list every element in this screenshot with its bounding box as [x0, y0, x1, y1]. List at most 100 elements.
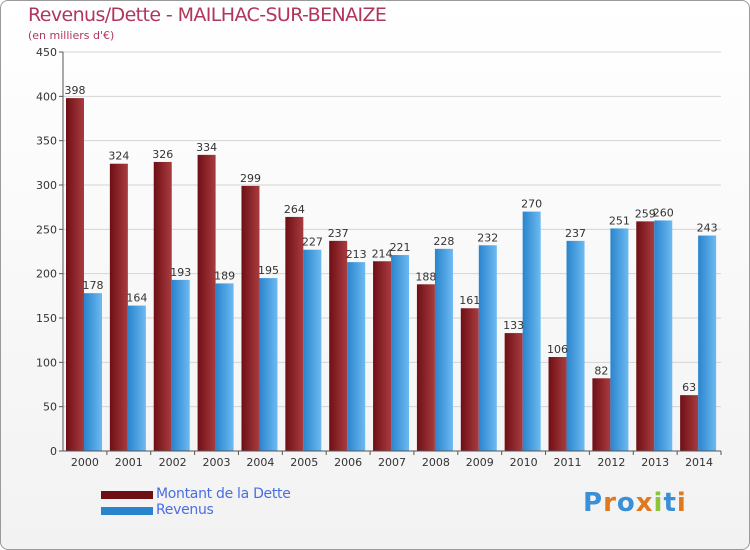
bars	[66, 98, 717, 452]
logo-letter: i	[676, 488, 687, 518]
data-label-revenus: 195	[258, 264, 279, 277]
x-tick-label: 2002	[159, 456, 187, 469]
x-tick-label: 2014	[685, 456, 713, 469]
data-label-dette: 214	[372, 247, 393, 260]
data-label-dette: 63	[682, 381, 696, 394]
y-tick-label: 150	[36, 312, 57, 325]
bar-dette	[636, 221, 655, 451]
y-tick-label: 200	[36, 268, 57, 281]
data-label-revenus: 227	[302, 236, 323, 249]
bar-dette	[197, 154, 216, 451]
x-tick-label: 2004	[246, 456, 274, 469]
data-label-dette: 398	[65, 84, 86, 97]
legend-label-revenus: Revenus	[156, 502, 214, 518]
bar-revenus	[478, 245, 497, 451]
y-tick-label: 100	[36, 356, 57, 369]
data-label-dette: 324	[108, 150, 129, 163]
y-tick-label: 0	[50, 445, 57, 458]
data-label-dette: 161	[459, 294, 480, 307]
bar-revenus	[127, 305, 146, 451]
bar-dette	[504, 333, 523, 451]
data-label-revenus: 243	[697, 222, 718, 235]
bar-revenus	[84, 293, 102, 451]
data-label-revenus: 189	[214, 269, 235, 282]
logo-letter: x	[635, 488, 654, 518]
data-label-dette: 259	[635, 207, 656, 220]
bar-revenus	[698, 235, 717, 451]
data-labels: 398 178 324 164 326 193 334 189 299 195 264 227 237 2…	[65, 84, 718, 394]
bar-dette	[373, 261, 392, 451]
data-label-dette: 82	[594, 364, 608, 377]
data-label-revenus: 193	[170, 266, 191, 279]
y-tick-label: 250	[36, 223, 57, 236]
chart-subtitle: (en milliers d'€)	[28, 29, 115, 42]
y-tick-label: 50	[43, 401, 57, 414]
bar-revenus	[347, 262, 366, 451]
logo-letter: P	[583, 488, 604, 518]
bar-revenus	[215, 283, 234, 451]
bar-revenus	[171, 279, 190, 451]
x-tick-label: 2011	[553, 456, 581, 469]
data-label-dette: 106	[547, 343, 568, 356]
x-tick-label: 2005	[290, 456, 318, 469]
bar-dette	[416, 284, 435, 451]
bar-dette	[109, 163, 128, 451]
bar-dette	[329, 240, 348, 451]
bar-dette	[241, 185, 260, 452]
data-label-revenus: 221	[390, 241, 411, 254]
x-tick-label: 2012	[597, 456, 625, 469]
axes: 0 50 100 150 200 250 300 350 400 450 2000 2001 2002 2…	[36, 46, 722, 469]
data-label-revenus: 270	[521, 198, 542, 211]
bar-revenus	[303, 249, 322, 451]
y-tick-label: 450	[36, 46, 57, 59]
bar-revenus	[610, 228, 629, 451]
data-label-revenus: 232	[477, 231, 498, 244]
bar-revenus	[522, 211, 541, 451]
bar-dette	[592, 378, 611, 451]
x-tick-label: 2009	[466, 456, 494, 469]
data-label-revenus: 237	[565, 227, 586, 240]
data-label-revenus: 228	[433, 235, 454, 248]
logo-letter: t	[663, 488, 677, 518]
x-tick-label: 2001	[115, 456, 143, 469]
data-label-revenus: 260	[653, 206, 674, 219]
bar-revenus	[391, 255, 410, 451]
bar-revenus	[566, 240, 585, 451]
data-label-revenus: 178	[83, 279, 104, 292]
data-label-dette: 264	[284, 203, 305, 216]
bar-dette	[680, 395, 699, 451]
bar-dette	[285, 216, 304, 451]
logo-letter: r	[603, 488, 617, 518]
bar-dette	[548, 357, 567, 451]
y-tick-label: 300	[36, 179, 57, 192]
x-tick-label: 2010	[510, 456, 538, 469]
data-label-dette: 133	[503, 319, 524, 332]
y-tick-label: 350	[36, 135, 57, 148]
bar-revenus	[654, 220, 673, 451]
legend-swatch-revenus	[101, 507, 153, 515]
x-tick-label: 2003	[203, 456, 231, 469]
chart-title: Revenus/Dette - MAILHAC-SUR-BENAIZE	[28, 4, 387, 26]
x-tick-label: 2000	[71, 456, 99, 469]
data-label-dette: 237	[328, 227, 349, 240]
legend-swatch-dette	[101, 491, 153, 499]
bar-dette	[66, 98, 84, 452]
data-label-dette: 188	[415, 270, 436, 283]
bar-revenus	[434, 248, 453, 451]
x-tick-label: 2007	[378, 456, 406, 469]
data-label-dette: 299	[240, 172, 261, 185]
data-label-revenus: 251	[609, 214, 630, 227]
bar-dette	[153, 161, 172, 452]
x-tick-label: 2006	[334, 456, 362, 469]
logo-letter: o	[616, 488, 636, 518]
x-tick-label: 2008	[422, 456, 450, 469]
legend-label-dette: Montant de la Dette	[156, 486, 291, 502]
x-tick-label: 2013	[641, 456, 669, 469]
data-label-revenus: 164	[126, 292, 147, 305]
y-tick-label: 400	[36, 90, 57, 103]
data-label-revenus: 213	[346, 248, 367, 261]
bar-dette	[460, 308, 479, 451]
logo-letter: i	[653, 488, 664, 518]
